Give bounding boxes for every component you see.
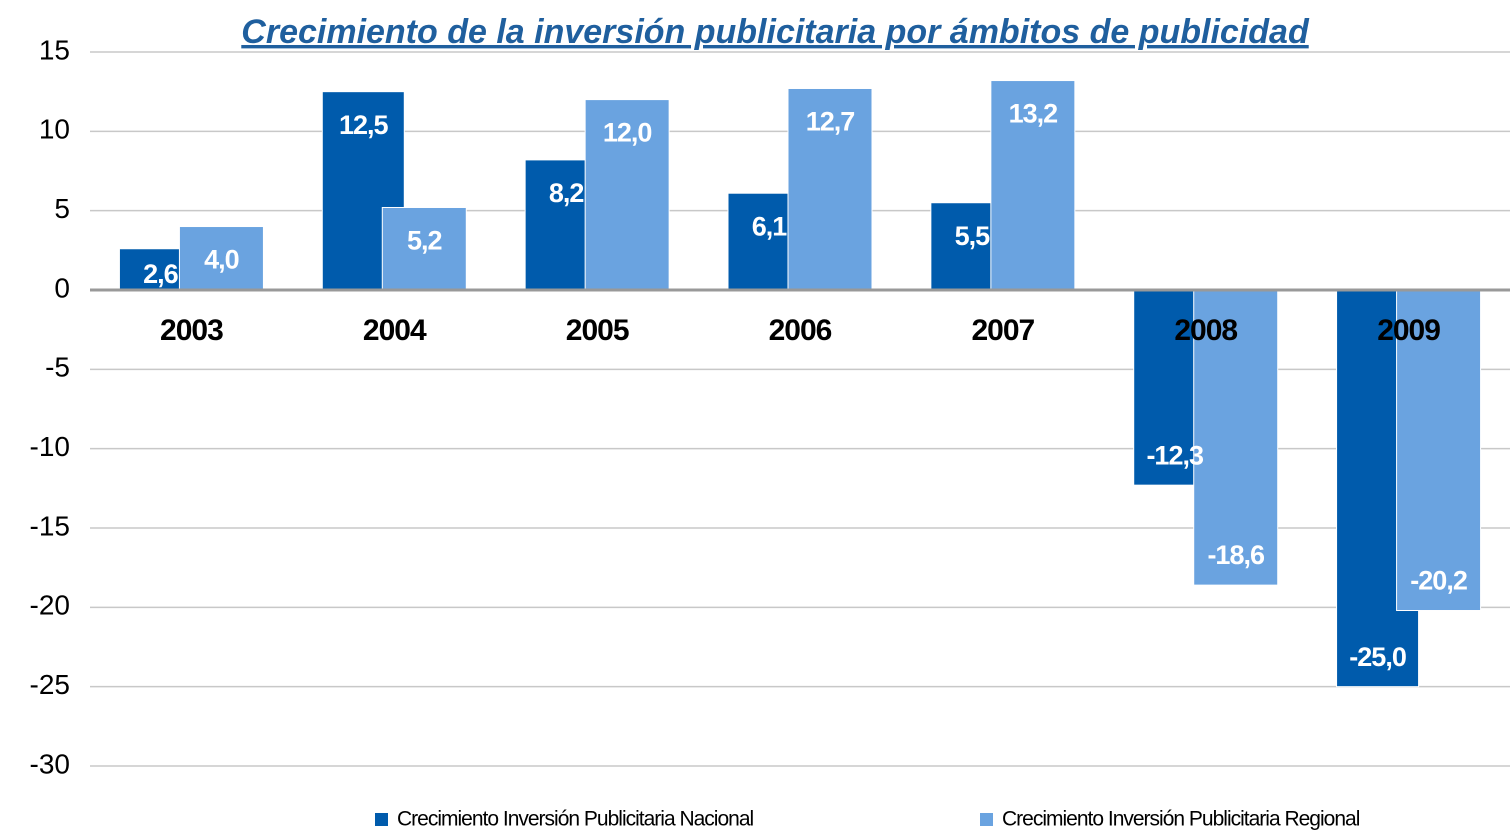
value-label: 8,2 [549, 178, 584, 208]
value-label: -20,2 [1410, 566, 1467, 596]
bar [381, 206, 467, 291]
y-tick-label: -30 [30, 748, 70, 779]
bar [990, 80, 1076, 291]
y-tick-label: 0 [54, 272, 70, 303]
value-label: 5,2 [407, 226, 442, 256]
y-tick-label: -25 [30, 669, 70, 700]
bar [584, 99, 670, 291]
legend-swatch [980, 813, 993, 826]
y-tick-label: 15 [39, 34, 70, 65]
x-tick-label: 2006 [769, 314, 832, 347]
value-label: -18,6 [1207, 540, 1265, 570]
value-label: 12,7 [806, 107, 855, 137]
value-label: 2,6 [143, 259, 179, 289]
y-tick-label: -20 [30, 590, 70, 621]
x-tick-label: 2009 [1377, 314, 1440, 347]
value-label: 13,2 [1009, 99, 1058, 129]
legend-swatch [375, 813, 388, 826]
value-label: 5,5 [955, 221, 991, 251]
x-tick-label: 2005 [566, 314, 629, 347]
value-label: 4,0 [204, 245, 239, 275]
value-label: -12,3 [1146, 440, 1204, 470]
y-tick-label: 5 [54, 193, 70, 224]
x-tick-label: 2008 [1174, 314, 1237, 347]
y-tick-label: -5 [45, 352, 70, 383]
y-tick-label: 10 [39, 114, 70, 145]
bar [787, 87, 873, 291]
legend-label: Crecimiento Inversión Publicitaria Regio… [1002, 808, 1360, 831]
value-label: -25,0 [1349, 642, 1406, 672]
y-tick-label: -15 [30, 510, 70, 541]
bar [178, 226, 264, 291]
bar [1193, 289, 1279, 586]
y-tick-label: -10 [30, 431, 70, 462]
bar [321, 91, 405, 291]
value-label: 12,0 [603, 118, 652, 148]
x-tick-label: 2004 [363, 314, 427, 347]
chart-title: Crecimiento de la inversión publicitaria… [241, 13, 1310, 51]
x-tick-label: 2007 [971, 314, 1034, 347]
value-label: 6,1 [752, 211, 788, 241]
legend-label: Crecimiento Inversión Publicitaria Nacio… [397, 808, 754, 831]
x-tick-label: 2003 [160, 314, 223, 347]
value-label: 12,5 [339, 110, 389, 140]
